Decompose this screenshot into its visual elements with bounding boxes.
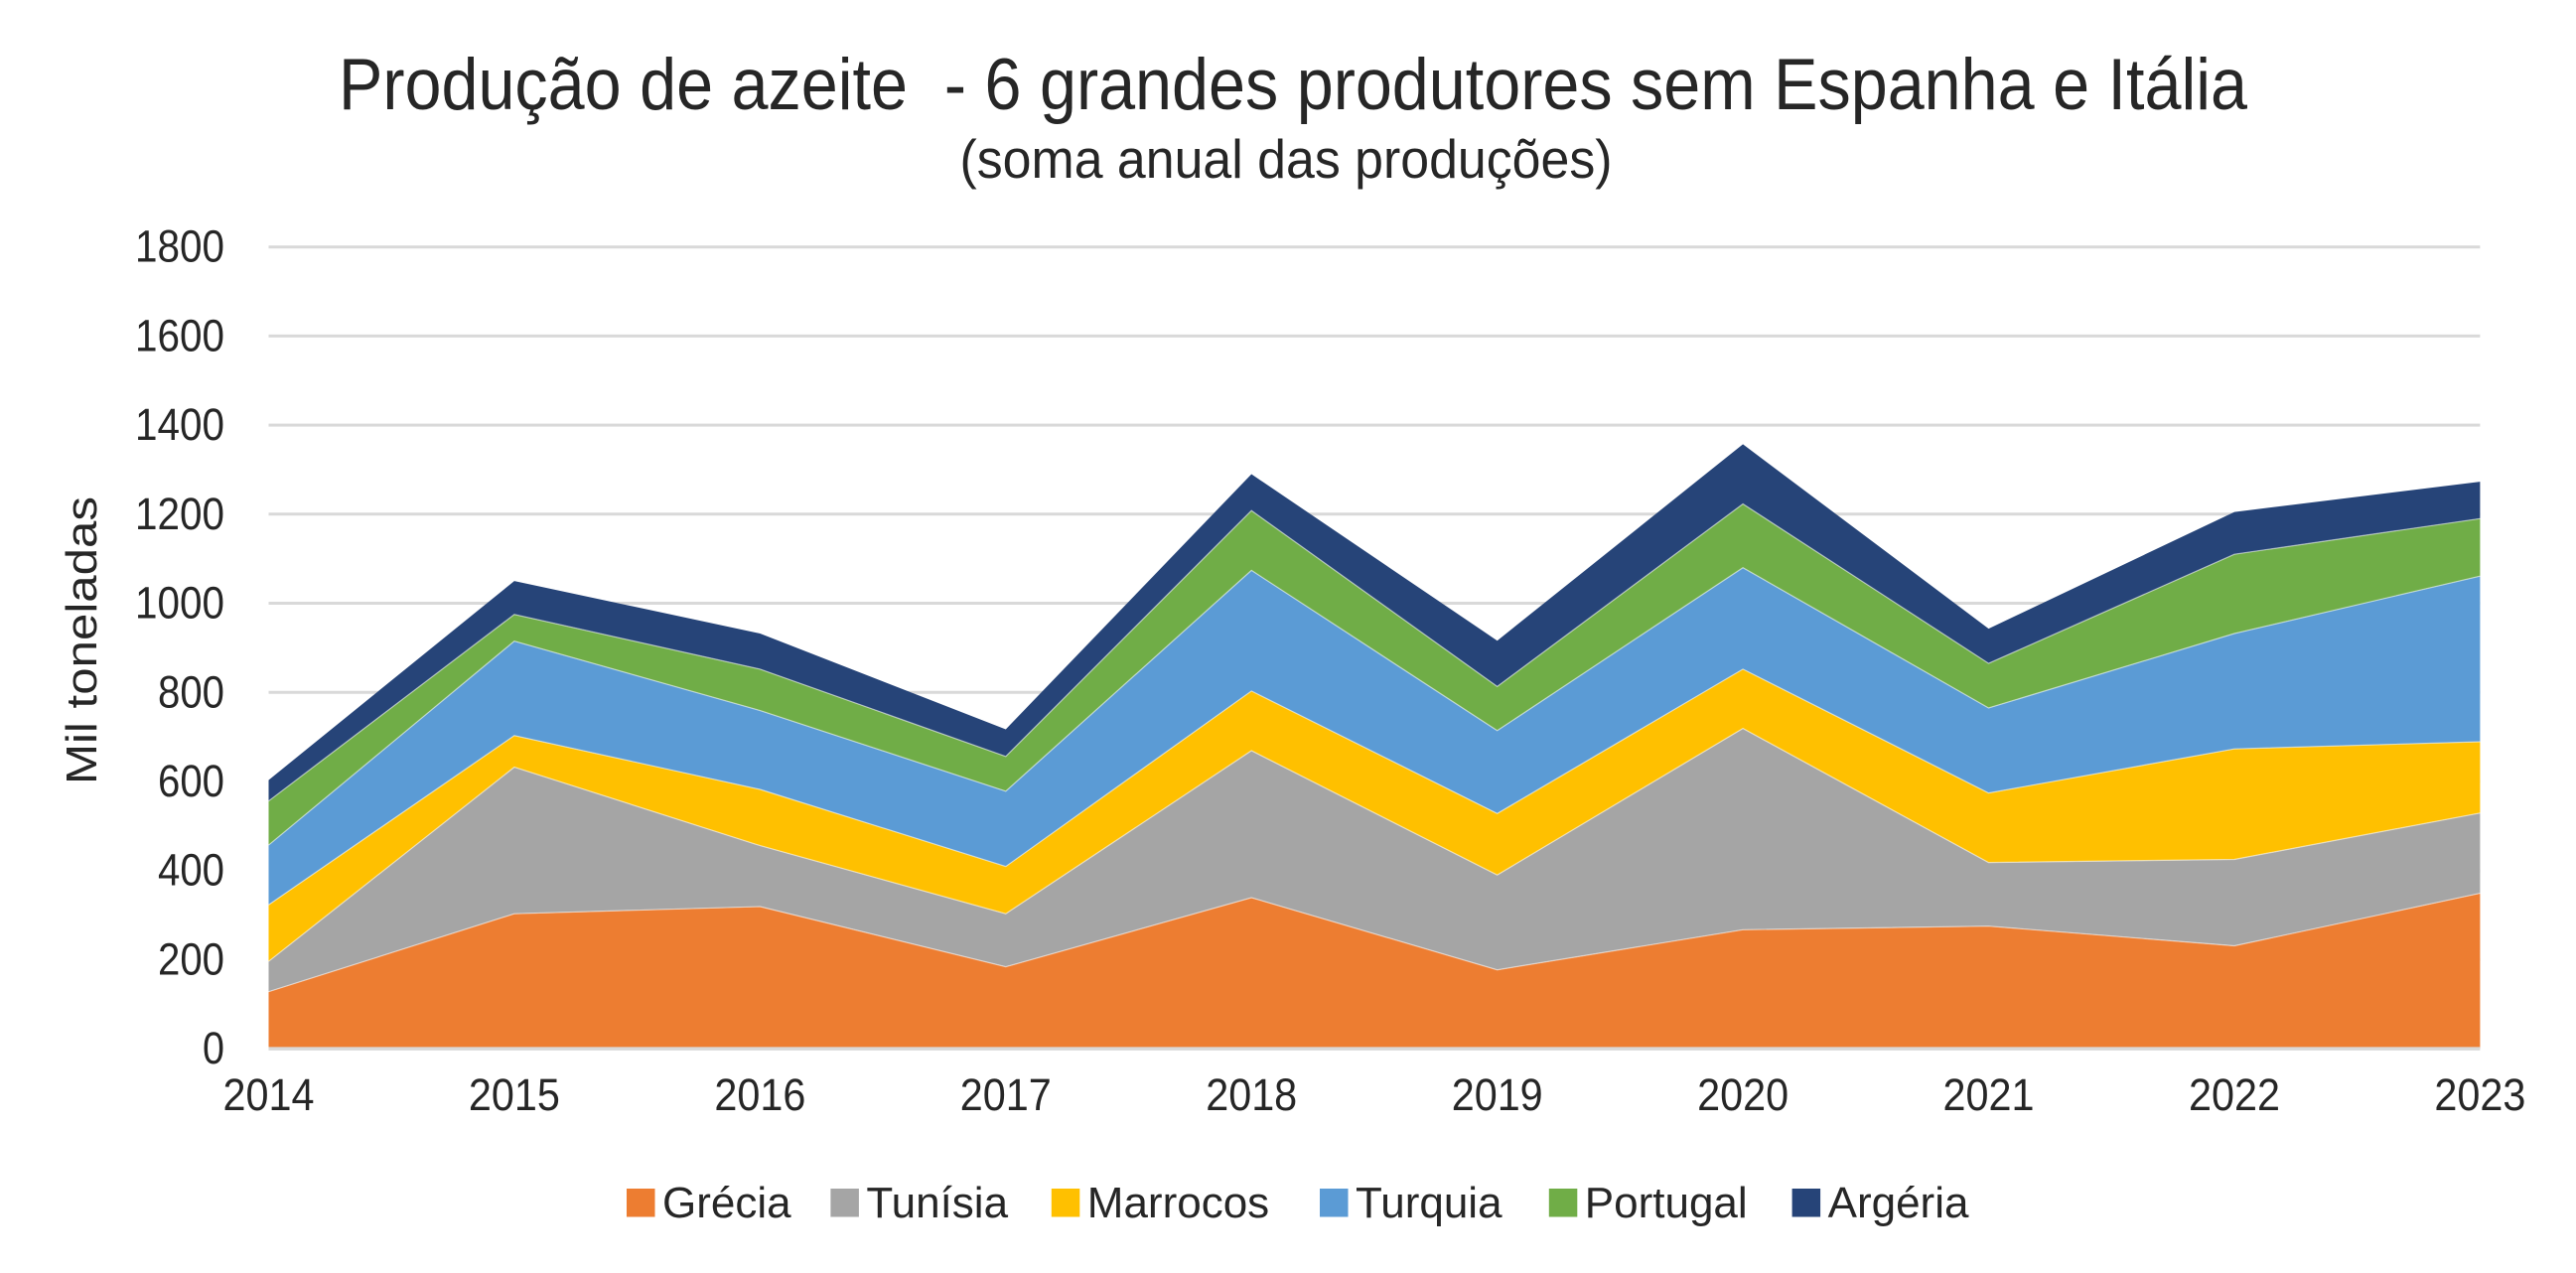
svg-text:1600: 1600 (135, 310, 224, 360)
svg-text:2023: 2023 (2434, 1069, 2525, 1120)
svg-text:2022: 2022 (2189, 1069, 2280, 1120)
svg-text:2016: 2016 (714, 1069, 805, 1120)
svg-text:2014: 2014 (223, 1069, 315, 1120)
svg-text:1400: 1400 (135, 399, 224, 450)
svg-text:Portugal: Portugal (1585, 1179, 1748, 1227)
svg-text:0: 0 (203, 1023, 224, 1073)
svg-text:2019: 2019 (1452, 1069, 1543, 1120)
svg-text:800: 800 (158, 666, 224, 717)
svg-text:2018: 2018 (1206, 1069, 1297, 1120)
svg-text:2015: 2015 (469, 1069, 560, 1120)
svg-text:Mil toneladas: Mil toneladas (58, 496, 106, 784)
svg-text:Grécia: Grécia (662, 1179, 791, 1227)
svg-text:1200: 1200 (135, 489, 224, 539)
svg-text:Argéria: Argéria (1828, 1179, 1969, 1227)
svg-text:600: 600 (158, 756, 224, 806)
svg-text:2017: 2017 (960, 1069, 1052, 1120)
svg-text:Produção de azeite - 6 grande: Produção de azeite - 6 grandes produtore… (339, 45, 2247, 125)
svg-text:400: 400 (158, 845, 224, 896)
svg-text:Tunísia: Tunísia (866, 1179, 1008, 1227)
svg-text:1000: 1000 (135, 578, 224, 629)
svg-text:200: 200 (158, 933, 224, 984)
svg-text:2020: 2020 (1697, 1069, 1789, 1120)
svg-text:Marrocos: Marrocos (1087, 1179, 1269, 1227)
svg-text:2021: 2021 (1943, 1069, 2035, 1120)
svg-text:Turquia: Turquia (1356, 1179, 1503, 1227)
svg-text:1800: 1800 (135, 221, 224, 272)
svg-text:(soma anual das produções): (soma anual das produções) (960, 128, 1613, 190)
